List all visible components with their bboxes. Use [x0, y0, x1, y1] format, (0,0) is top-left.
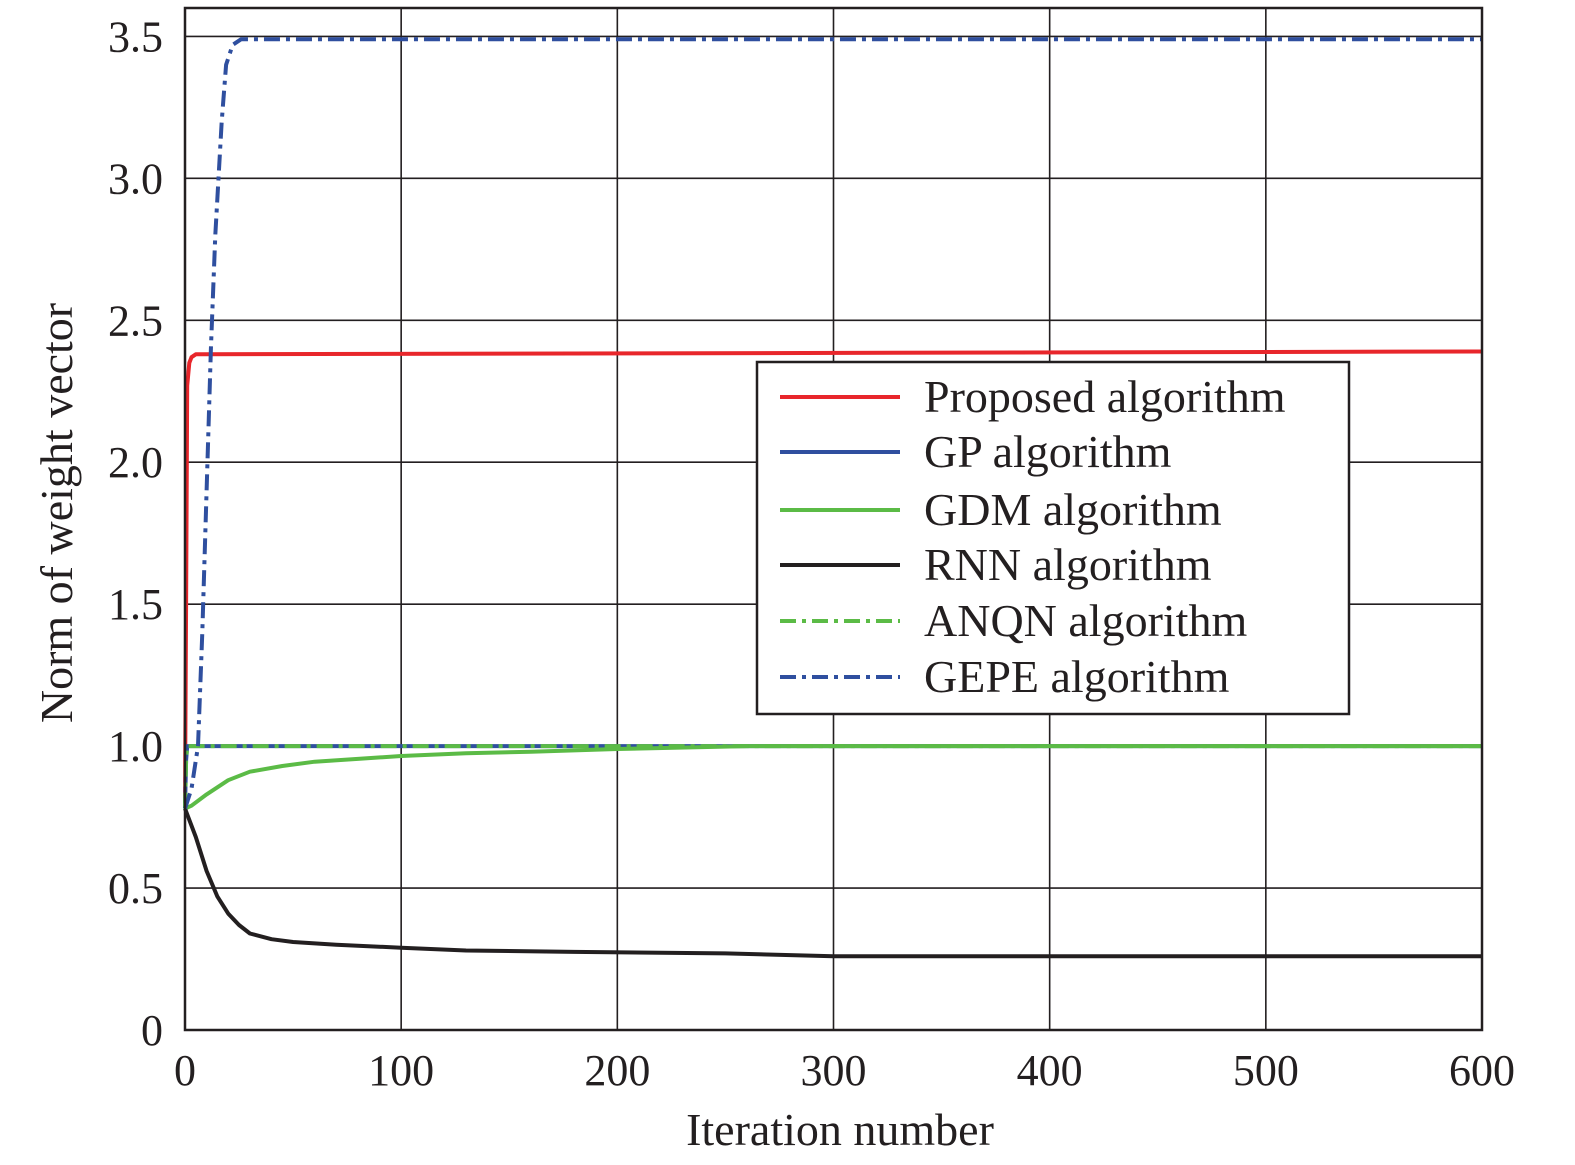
series-line-6	[183, 37, 1482, 810]
y-tick-label: 3.0	[108, 154, 163, 203]
y-tick-label: 3.5	[108, 12, 163, 61]
legend-label: GDM algorithm	[924, 484, 1222, 535]
x-tick-label: 400	[1017, 1046, 1083, 1095]
series-line-1	[183, 349, 1483, 803]
x-tick-label: 200	[584, 1046, 650, 1095]
x-tick-label: 0	[174, 1046, 196, 1095]
x-tick-label: 500	[1233, 1046, 1299, 1095]
legend-label: ANQN algorithm	[924, 595, 1247, 646]
y-axis-label: Norm of weight vector	[31, 303, 82, 723]
series-line-3	[184, 744, 1482, 811]
series-line-4	[183, 807, 1482, 959]
y-tick-label: 0	[141, 1006, 163, 1055]
x-tick-label: 300	[801, 1046, 867, 1095]
y-tick-label: 2.5	[108, 296, 163, 345]
y-tick-label: 2.0	[108, 438, 163, 487]
legend-box	[755, 360, 1351, 716]
x-axis-label: Iteration number	[686, 1104, 994, 1155]
y-tick-label: 1.0	[108, 722, 163, 771]
axis-ticks: 0 100 200 300 400 500 600 0 0.5 1.0 1.5 2.0 2.5 3.0 3.…	[108, 12, 1515, 1095]
legend-label: Proposed algorithm	[924, 371, 1286, 422]
legend-label: GEPE algorithm	[924, 651, 1230, 702]
x-tick-label: 600	[1449, 1046, 1515, 1095]
plot-frame	[183, 6, 1484, 1032]
y-tick-label: 0.5	[108, 864, 163, 913]
y-tick-label: 1.5	[108, 580, 163, 629]
legend-label: RNN algorithm	[924, 539, 1212, 590]
legend-label: GP algorithm	[924, 426, 1172, 477]
x-tick-label: 100	[368, 1046, 434, 1095]
